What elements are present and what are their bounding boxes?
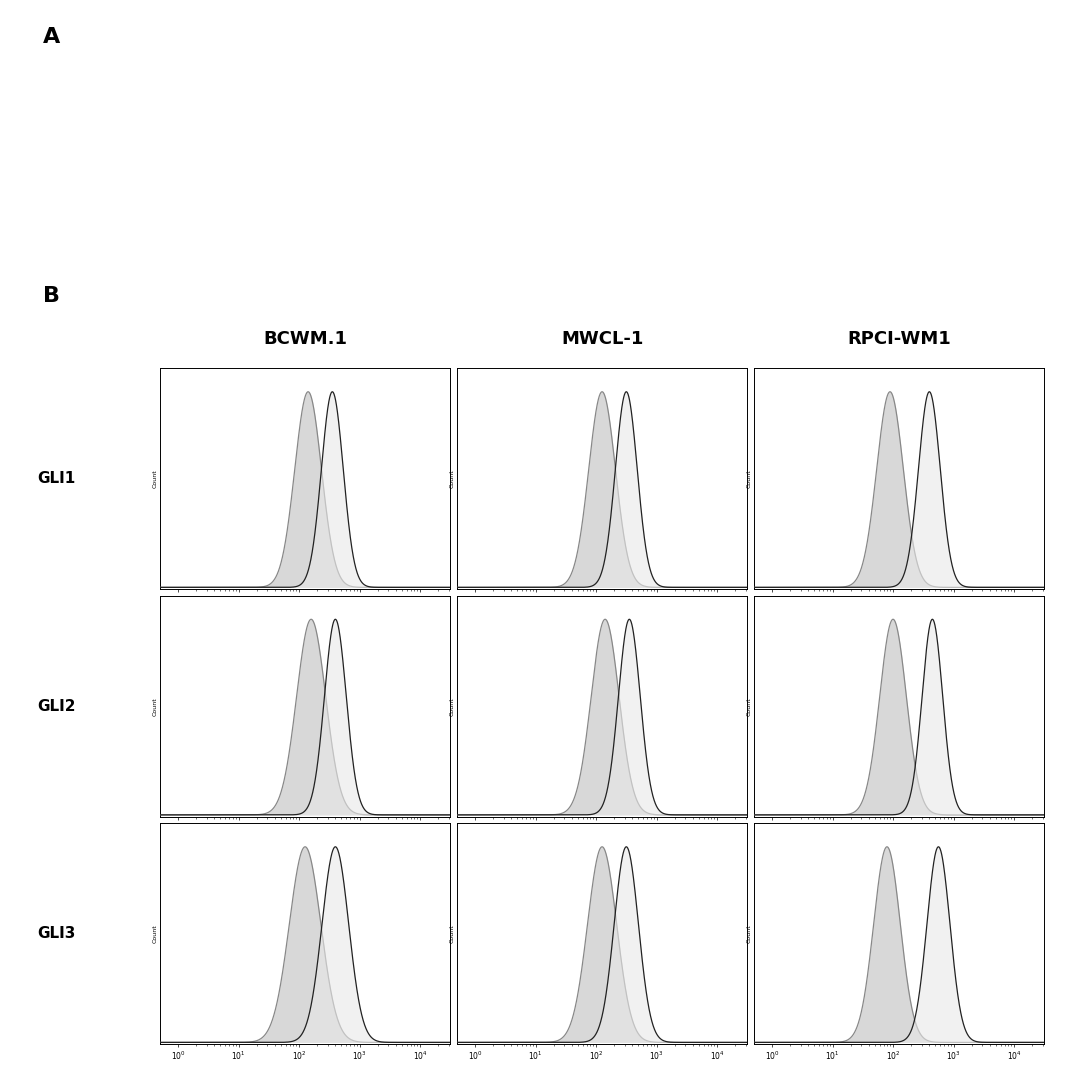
- Text: MWCL-1: MWCL-1: [561, 330, 644, 348]
- Y-axis label: Count: Count: [152, 470, 158, 488]
- Y-axis label: Count: Count: [449, 924, 455, 943]
- Text: RPCI-WM1: RPCI-WM1: [847, 330, 951, 348]
- Y-axis label: Count: Count: [152, 697, 158, 716]
- Y-axis label: Count: Count: [152, 924, 158, 943]
- Text: BCWM.1: BCWM.1: [264, 330, 347, 348]
- Text: GLI3: GLI3: [37, 927, 76, 942]
- Text: A: A: [43, 27, 60, 48]
- Y-axis label: Count: Count: [746, 470, 752, 488]
- Text: GLI1: GLI1: [38, 471, 76, 486]
- Y-axis label: Count: Count: [746, 924, 752, 943]
- Y-axis label: Count: Count: [449, 697, 455, 716]
- Text: GLI2: GLI2: [37, 699, 76, 714]
- Y-axis label: Count: Count: [449, 470, 455, 488]
- Y-axis label: Count: Count: [746, 697, 752, 716]
- Text: B: B: [43, 286, 60, 307]
